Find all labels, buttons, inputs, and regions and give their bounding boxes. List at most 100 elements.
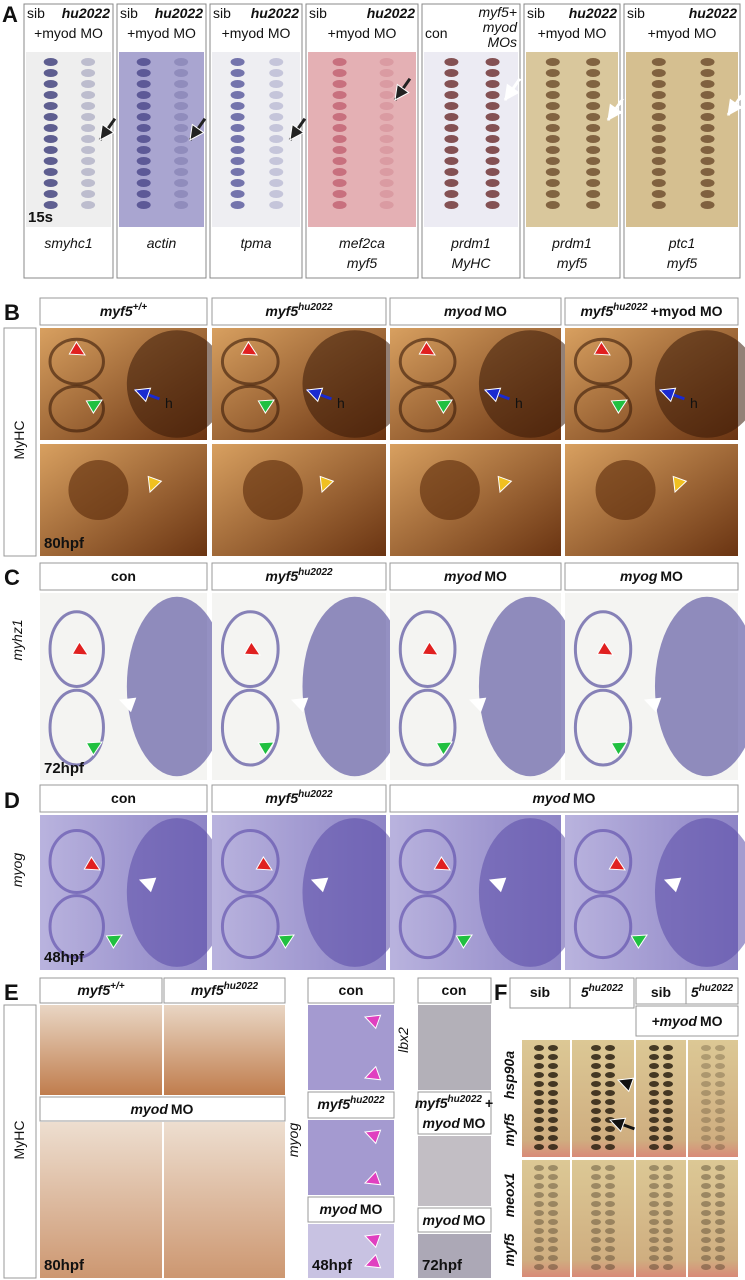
somite xyxy=(586,113,601,121)
somite xyxy=(230,58,245,66)
photo xyxy=(308,1120,394,1195)
somite xyxy=(485,113,500,121)
somite xyxy=(43,69,58,77)
arrowhead xyxy=(138,877,157,893)
somite xyxy=(379,190,394,198)
eye xyxy=(398,829,457,894)
yolk xyxy=(654,596,745,777)
somite xyxy=(701,1210,711,1216)
header-text: +myod MO xyxy=(127,25,196,41)
somite xyxy=(715,1135,725,1141)
gene-name: myod xyxy=(444,568,482,584)
header-text: hu2022 xyxy=(367,5,415,21)
somite xyxy=(700,69,715,77)
gene-name: 5 xyxy=(691,984,699,1000)
somite xyxy=(715,1126,725,1132)
somite xyxy=(663,1108,673,1114)
somite xyxy=(43,113,58,121)
somite xyxy=(332,190,347,198)
suffix: + xyxy=(485,1095,493,1111)
gene-name: +myod xyxy=(651,1013,697,1029)
superscript: hu2022 xyxy=(448,1094,483,1105)
photo xyxy=(26,52,111,227)
somite xyxy=(136,179,151,187)
panel-label: D xyxy=(4,788,20,813)
somite xyxy=(649,1144,659,1150)
somite xyxy=(649,1117,659,1123)
somite xyxy=(444,91,459,99)
somite xyxy=(663,1201,673,1207)
somite xyxy=(548,1210,558,1216)
eye xyxy=(573,337,633,386)
somite xyxy=(534,1237,544,1243)
somite xyxy=(548,1165,558,1171)
somite xyxy=(715,1063,725,1069)
somite xyxy=(649,1192,659,1198)
somite xyxy=(715,1210,725,1216)
somite xyxy=(548,1063,558,1069)
somite xyxy=(701,1099,711,1105)
somite xyxy=(700,168,715,176)
somite xyxy=(379,168,394,176)
superscript: hu2022 xyxy=(350,1095,385,1106)
somite xyxy=(586,201,601,209)
somite xyxy=(701,1144,711,1150)
somite xyxy=(332,157,347,165)
somite xyxy=(701,1081,711,1087)
somite xyxy=(545,168,560,176)
somite xyxy=(534,1081,544,1087)
somite xyxy=(548,1237,558,1243)
photo xyxy=(572,1040,634,1157)
somite xyxy=(534,1174,544,1180)
arrowhead xyxy=(658,387,677,403)
plain-text: con xyxy=(111,568,136,584)
gene-name: myf5 xyxy=(77,982,110,998)
somite xyxy=(663,1165,673,1171)
arrowhead xyxy=(189,123,205,141)
somite xyxy=(548,1081,558,1087)
somite xyxy=(136,135,151,143)
header-label: myf5hu2022 xyxy=(265,302,333,319)
somite xyxy=(651,113,666,121)
somite xyxy=(81,58,96,66)
somite xyxy=(534,1108,544,1114)
header-text: hu2022 xyxy=(251,5,299,21)
somite xyxy=(444,190,459,198)
eye xyxy=(48,337,105,386)
arrowhead xyxy=(290,697,309,713)
arrowhead xyxy=(394,83,410,101)
somite xyxy=(700,179,715,187)
somite xyxy=(485,146,500,154)
somite xyxy=(136,201,151,209)
somite xyxy=(701,1246,711,1252)
somite xyxy=(548,1255,558,1261)
somite xyxy=(701,1237,711,1243)
plain-text: con xyxy=(339,982,364,998)
photo xyxy=(636,1160,686,1277)
somite xyxy=(230,201,245,209)
yolk xyxy=(302,818,407,967)
somite xyxy=(81,201,96,209)
yolk xyxy=(126,818,228,967)
gene-name: myf5 xyxy=(100,303,133,319)
label-box xyxy=(685,977,739,1005)
somite xyxy=(548,1219,558,1225)
label-box xyxy=(417,977,492,1004)
somite xyxy=(332,179,347,187)
somite xyxy=(663,1045,673,1051)
eye xyxy=(419,460,480,520)
somite xyxy=(485,135,500,143)
somite xyxy=(548,1108,558,1114)
somite xyxy=(663,1144,673,1150)
stage-label: 72hpf xyxy=(422,1257,463,1274)
somite xyxy=(485,157,500,165)
somite xyxy=(174,201,189,209)
header-label: 5hu2022 xyxy=(581,983,624,1000)
eye xyxy=(220,337,280,386)
somite xyxy=(651,58,666,66)
somite xyxy=(605,1246,615,1252)
somite xyxy=(605,1090,615,1096)
somite xyxy=(43,124,58,132)
eye xyxy=(573,829,633,894)
somite xyxy=(651,157,666,165)
